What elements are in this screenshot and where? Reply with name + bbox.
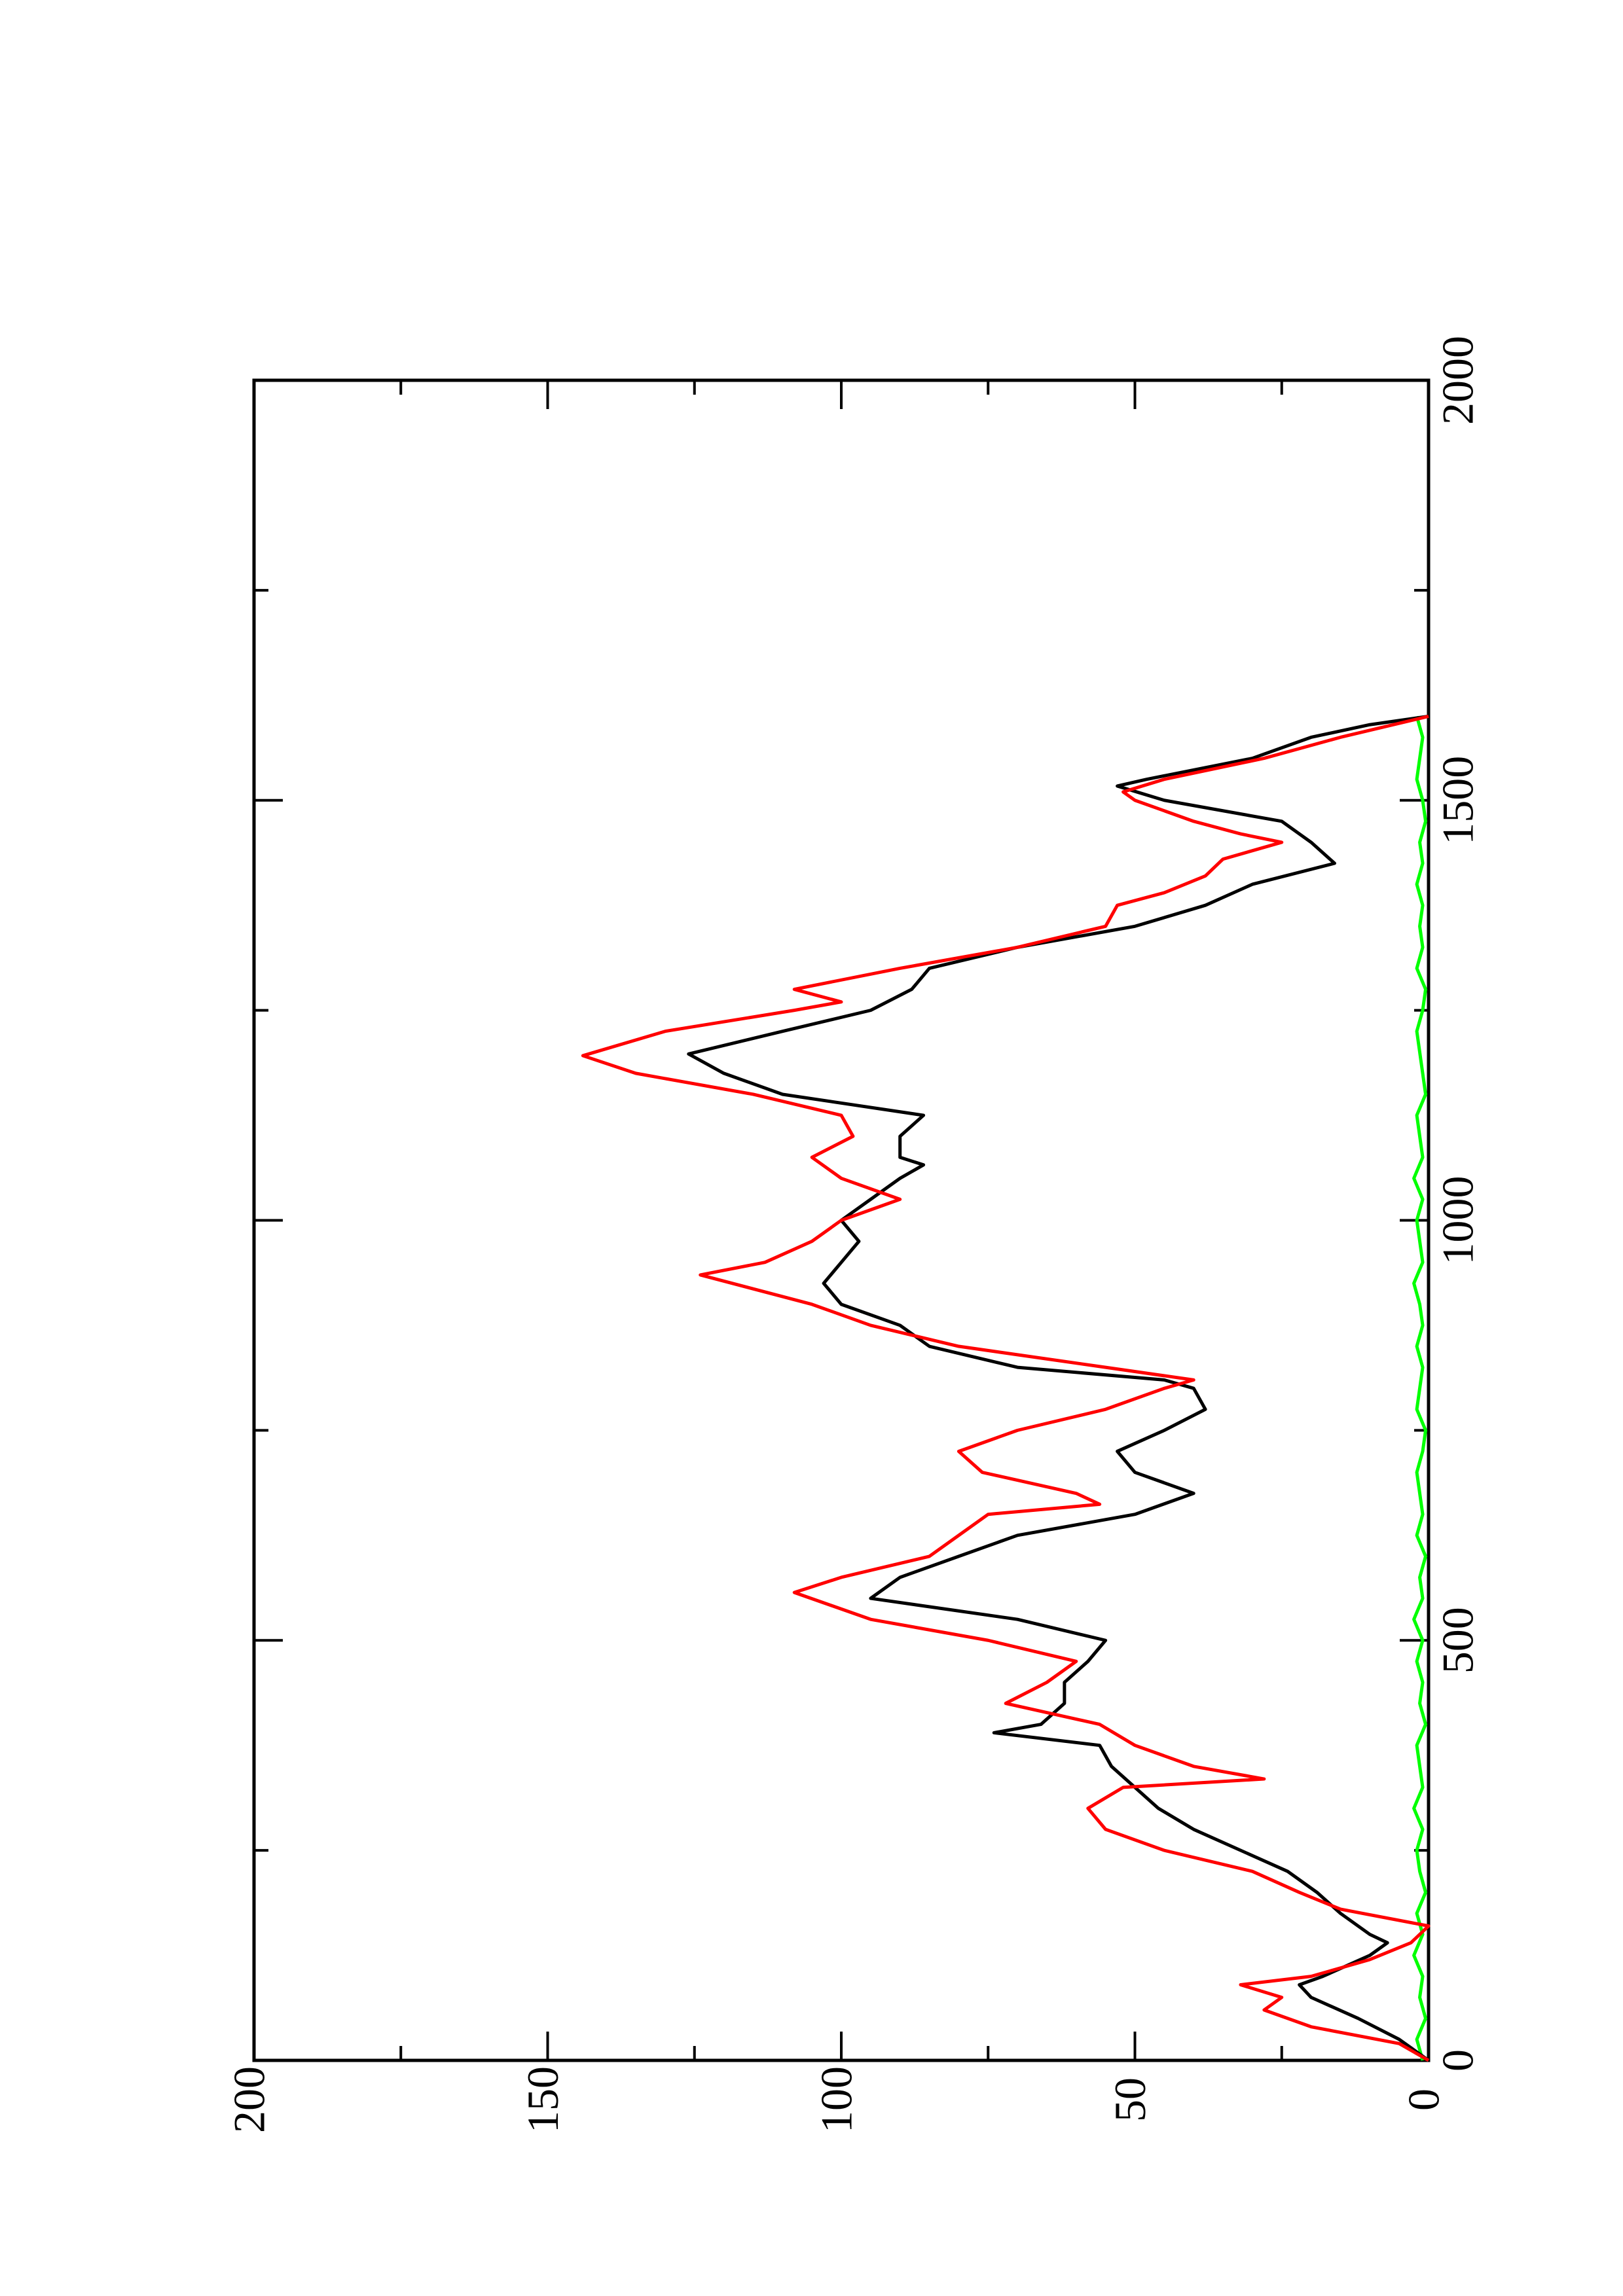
series-line <box>687 714 1430 2062</box>
x-tick-label: 500 <box>1433 1607 1483 1674</box>
x-tick-label: 1000 <box>1433 1176 1483 1265</box>
y-tick-label: 150 <box>518 2066 568 2133</box>
y-tick-label: 50 <box>1105 2077 1155 2122</box>
y-tick-label: 100 <box>812 2066 862 2133</box>
series-line <box>581 714 1431 2062</box>
series-line <box>1412 715 1428 2061</box>
x-tick-label: 0 <box>1433 2049 1483 2072</box>
x-tick-label: 2000 <box>1433 336 1483 425</box>
y-tick-label: 0 <box>1399 2089 1449 2111</box>
y-tick-label: 200 <box>225 2066 274 2133</box>
x-tick-label: 1500 <box>1433 756 1483 845</box>
